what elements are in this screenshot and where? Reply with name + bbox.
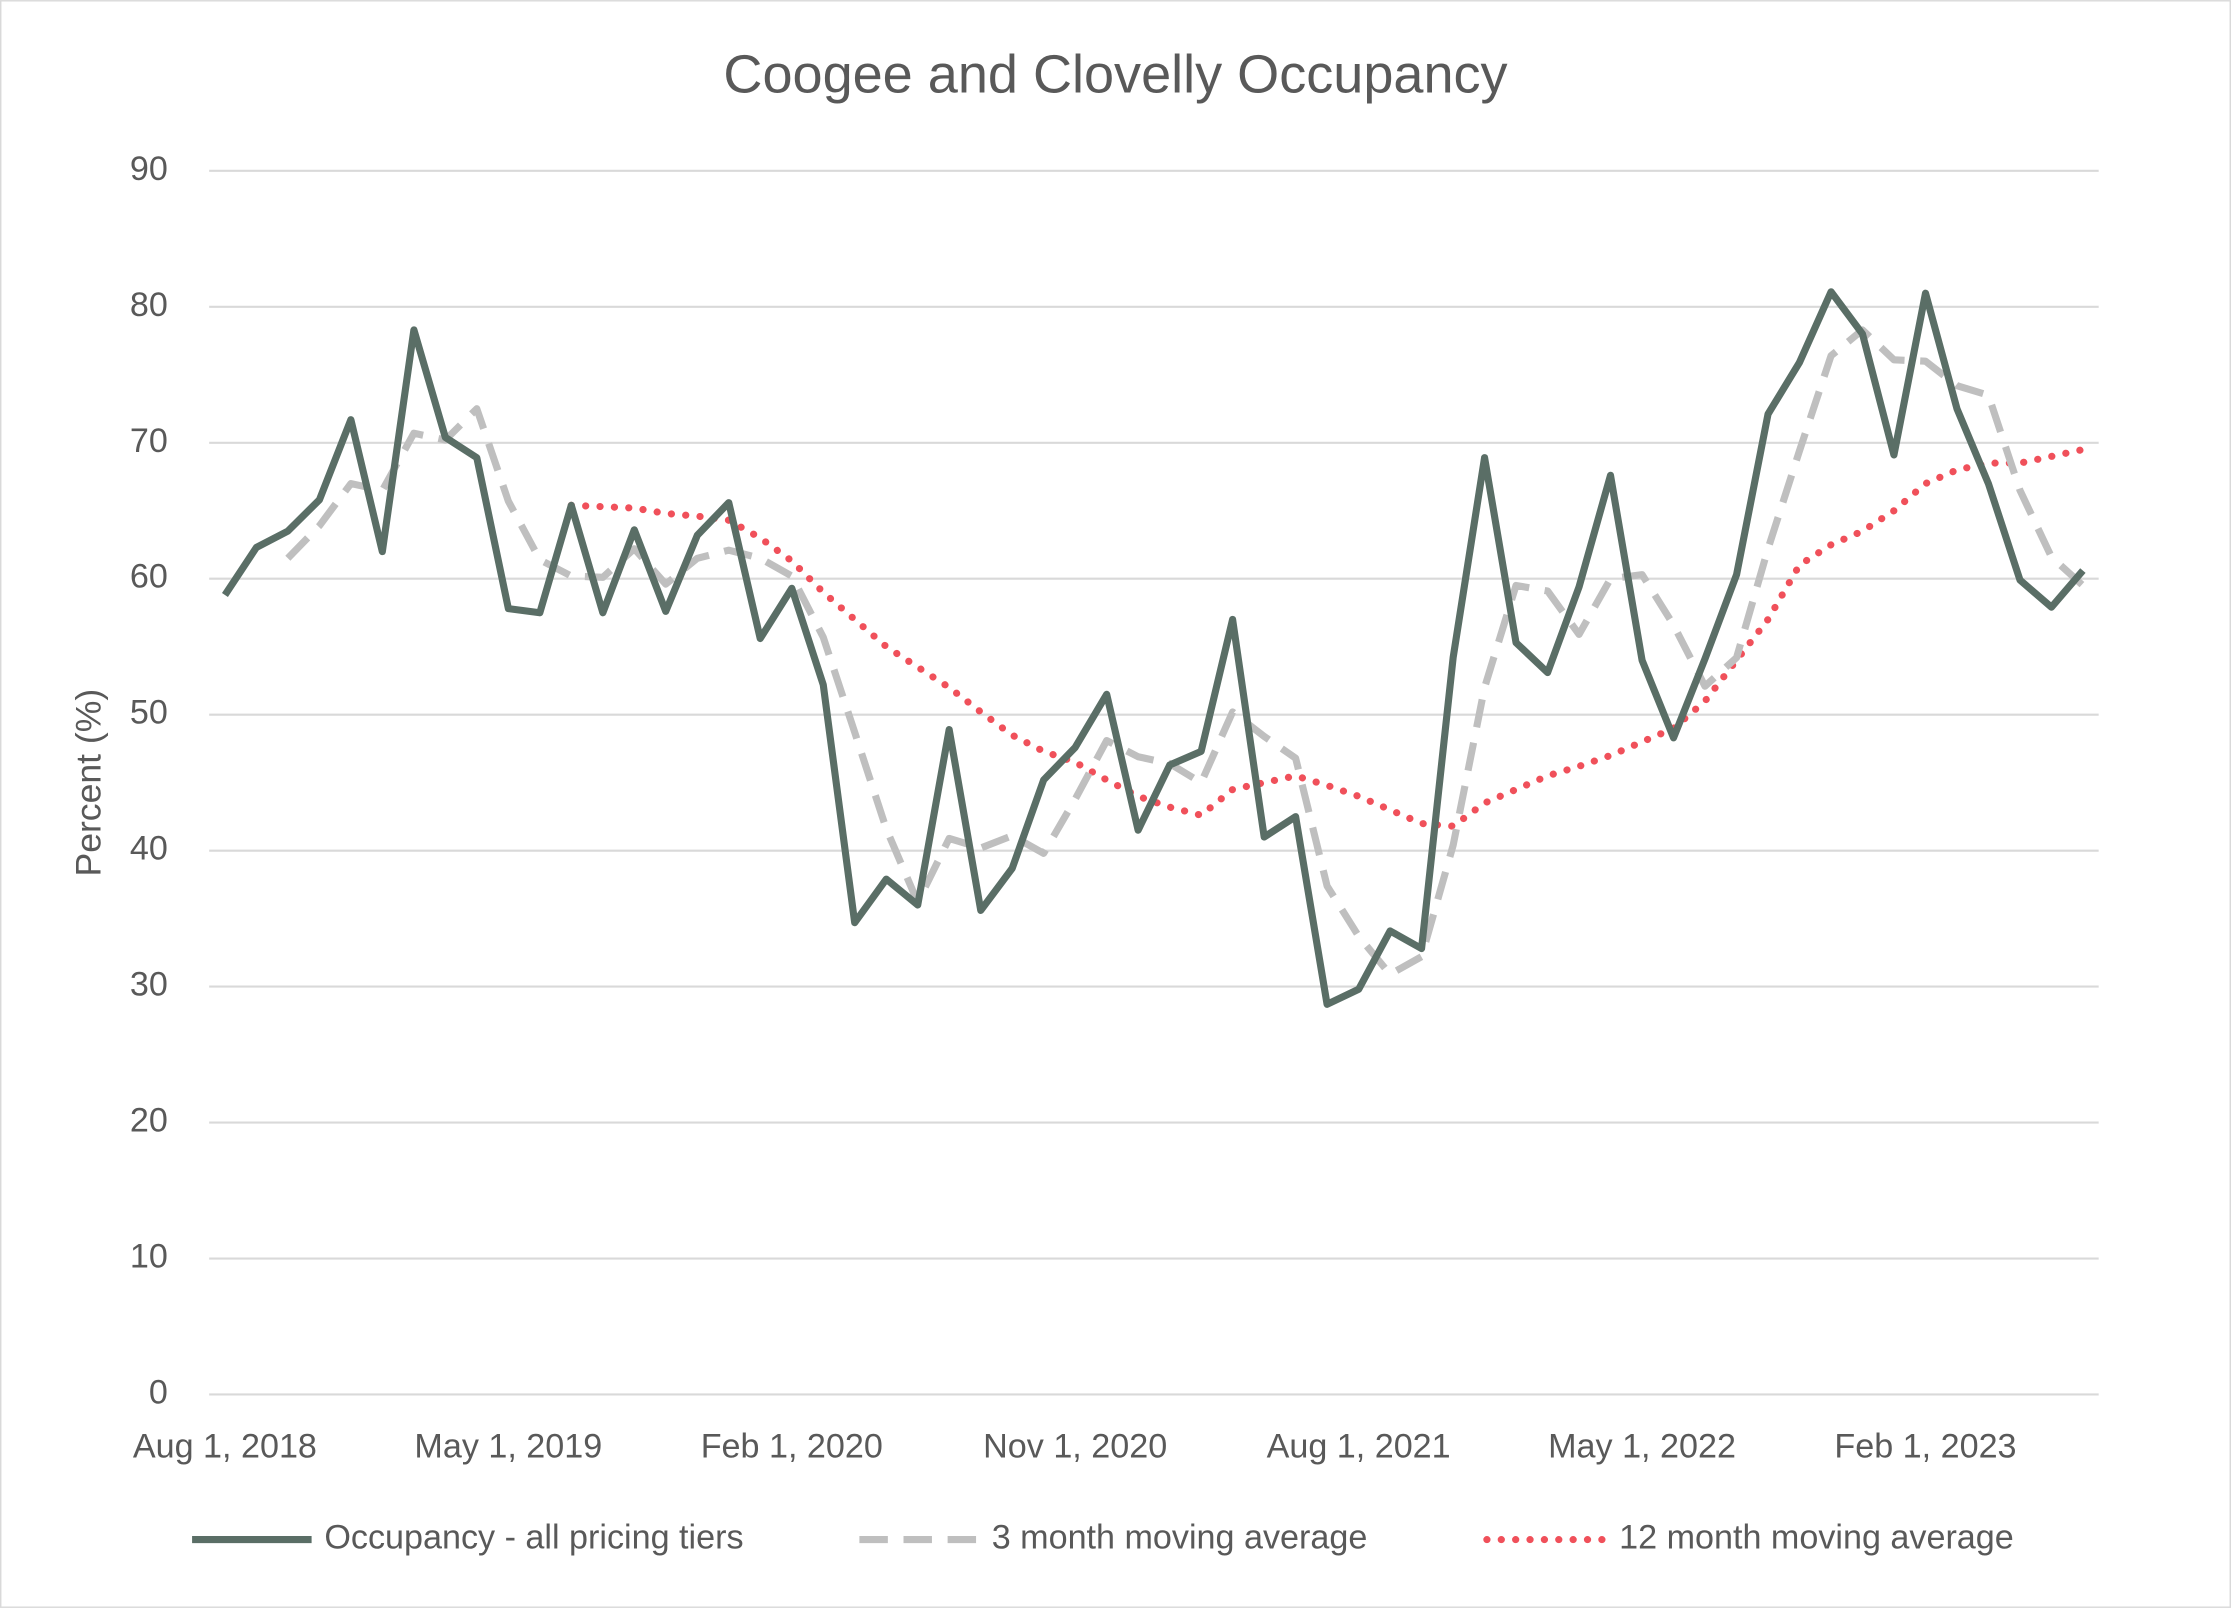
series-line <box>567 446 2087 830</box>
chart-title: Coogee and Clovelly Occupancy <box>723 45 1507 105</box>
series-line <box>285 326 2086 978</box>
x-tick-label: Nov 1, 2020 <box>983 1428 1167 1466</box>
legend-label: 3 month moving average <box>992 1519 1368 1557</box>
y-tick-label: 60 <box>130 558 168 596</box>
y-tick-label: 30 <box>130 966 168 1004</box>
x-tick-label: May 1, 2019 <box>414 1428 602 1466</box>
y-tick-label: 0 <box>149 1373 168 1411</box>
y-tick-label: 20 <box>130 1102 168 1140</box>
x-tick-label: Aug 1, 2021 <box>1267 1428 1451 1466</box>
y-tick-label: 90 <box>130 150 168 188</box>
x-tick-label: May 1, 2022 <box>1548 1428 1736 1466</box>
y-tick-label: 50 <box>130 694 168 732</box>
y-axis-label: Percent (%) <box>68 689 108 877</box>
legend-label: 12 month moving average <box>1619 1519 2014 1557</box>
x-tick-label: Feb 1, 2023 <box>1834 1428 2016 1466</box>
x-tick-label: Aug 1, 2018 <box>133 1428 317 1466</box>
y-tick-label: 40 <box>130 830 168 868</box>
series-line <box>221 288 2086 1008</box>
y-tick-label: 80 <box>130 286 168 324</box>
y-tick-label: 70 <box>130 422 168 460</box>
y-tick-label: 10 <box>130 1238 168 1276</box>
x-tick-label: Feb 1, 2020 <box>701 1428 883 1466</box>
legend-label: Occupancy - all pricing tiers <box>324 1519 743 1557</box>
